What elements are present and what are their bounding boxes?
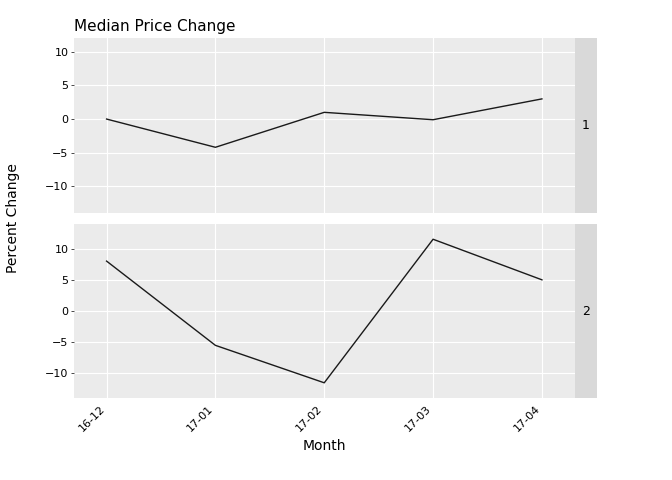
Text: 2: 2 bbox=[582, 304, 590, 318]
Text: 1: 1 bbox=[582, 119, 590, 132]
Text: Median Price Change: Median Price Change bbox=[74, 19, 235, 34]
Text: Percent Change: Percent Change bbox=[7, 164, 20, 273]
X-axis label: Month: Month bbox=[302, 439, 346, 453]
